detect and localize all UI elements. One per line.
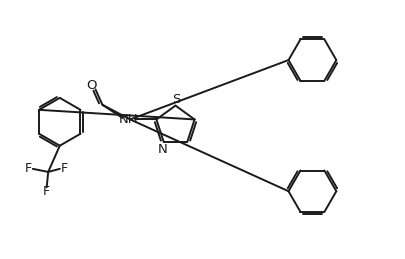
Text: F: F (25, 162, 32, 175)
Text: S: S (172, 92, 180, 105)
Text: F: F (43, 185, 50, 198)
Text: NH: NH (119, 113, 139, 126)
Text: N: N (158, 143, 168, 156)
Text: F: F (61, 162, 68, 175)
Text: O: O (86, 79, 97, 92)
